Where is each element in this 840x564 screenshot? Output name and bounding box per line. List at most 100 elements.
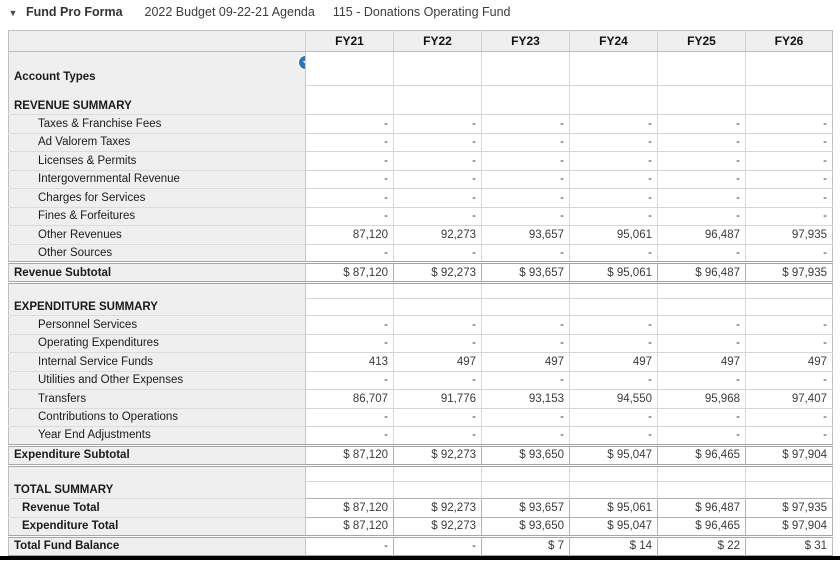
value-cell: - [745, 151, 833, 170]
value-cell: $ 93,657 [481, 497, 570, 518]
pro-forma-table-container: FY21 FY22 FY23 FY24 FY25 FY26 Account Types RE… [8, 30, 833, 558]
value-cell: - [481, 426, 570, 445]
row-label: Contributions to Operations [8, 407, 306, 427]
column-header-fy26[interactable]: FY26 [745, 30, 833, 52]
value-cell: - [305, 426, 394, 445]
value-cell [393, 51, 482, 86]
value-cell: - [393, 114, 482, 133]
table-row: Transfers 86,707 91,776 93,153 94,550 95,968 9… [8, 389, 833, 408]
value-cell: 497 [657, 352, 746, 371]
row-label: Ad Valorem Taxes [8, 132, 306, 152]
value-cell: $ 92,273 [393, 261, 482, 284]
table-row [8, 465, 833, 481]
row-label: Licenses & Permits [8, 151, 306, 170]
value-cell: - [569, 370, 658, 390]
value-cell: - [745, 407, 833, 427]
value-cell: - [569, 114, 658, 133]
value-cell [481, 282, 570, 299]
column-header-fy24[interactable]: FY24 [569, 30, 658, 52]
value-cell: - [481, 333, 570, 353]
value-cell: - [393, 243, 482, 263]
table-row: Expenditure Total $ 87,120 $ 92,273 $ 93,65… [8, 516, 833, 537]
value-cell: 86,707 [305, 389, 394, 408]
value-cell: - [745, 426, 833, 445]
table-row: Total Fund Balance - - $ 7 $ 14 $ 22 $ 31 [8, 534, 833, 558]
filter-dropdown-icon[interactable] [299, 56, 305, 69]
value-cell [745, 465, 833, 481]
value-cell: $ 87,120 [305, 516, 394, 537]
value-cell [393, 298, 482, 316]
value-cell: - [657, 407, 746, 427]
value-cell [569, 298, 658, 316]
row-label: Other Sources [8, 243, 306, 263]
value-cell: 497 [569, 352, 658, 371]
value-cell: - [569, 169, 658, 189]
column-header-fy23[interactable]: FY23 [481, 30, 570, 52]
row-label: Year End Adjustments [8, 426, 306, 445]
value-cell: 95,061 [569, 225, 658, 244]
value-cell: - [393, 407, 482, 427]
row-label: Taxes & Franchise Fees [8, 114, 306, 133]
value-cell [305, 51, 394, 86]
value-cell [305, 480, 394, 498]
value-cell: - [481, 169, 570, 189]
value-cell [657, 298, 746, 316]
pro-forma-table: FY21 FY22 FY23 FY24 FY25 FY26 Account Types RE… [8, 30, 833, 558]
value-cell: - [481, 370, 570, 390]
value-cell: - [745, 243, 833, 263]
value-cell: - [305, 407, 394, 427]
value-cell [393, 465, 482, 481]
value-cell: - [569, 315, 658, 334]
collapse-caret-icon[interactable]: ▼ [8, 7, 18, 18]
column-header-fy22[interactable]: FY22 [393, 30, 482, 52]
value-cell: $ 97,904 [745, 443, 833, 467]
value-cell: - [569, 206, 658, 226]
value-cell: - [305, 206, 394, 226]
value-cell: - [393, 370, 482, 390]
row-label: Personnel Services [8, 315, 306, 334]
value-cell: - [657, 315, 746, 334]
value-cell: - [745, 333, 833, 353]
value-cell: $ 95,061 [569, 261, 658, 284]
table-row: Charges for Services - - - - - - [8, 188, 833, 207]
table-row: TOTAL SUMMARY [8, 480, 833, 498]
value-cell: - [305, 243, 394, 263]
row-label: Revenue Total [8, 497, 306, 517]
row-label: Fines & Forfeitures [8, 206, 306, 226]
row-label: TOTAL SUMMARY [8, 481, 306, 498]
value-cell: - [657, 370, 746, 390]
table-row: EXPENDITURE SUMMARY [8, 298, 833, 316]
value-cell: - [305, 114, 394, 133]
value-cell [745, 282, 833, 299]
value-cell: - [657, 114, 746, 133]
column-header-fy25[interactable]: FY25 [657, 30, 746, 52]
row-label: Utilities and Other Expenses [8, 370, 306, 390]
value-cell [569, 480, 658, 498]
chevron-down-icon [302, 61, 305, 65]
row-label: REVENUE SUMMARY [8, 85, 306, 115]
value-cell: - [657, 188, 746, 207]
value-cell: $ 87,120 [305, 261, 394, 284]
value-cell: $ 22 [657, 534, 746, 558]
value-cell: - [569, 426, 658, 445]
row-label: Transfers [8, 389, 306, 408]
table-row: REVENUE SUMMARY [8, 85, 833, 115]
value-cell: - [393, 534, 482, 558]
value-cell [569, 465, 658, 481]
column-header-fy21[interactable]: FY21 [305, 30, 394, 52]
value-cell [305, 298, 394, 316]
value-cell: - [393, 315, 482, 334]
value-cell: - [393, 169, 482, 189]
value-cell: - [393, 132, 482, 152]
table-row: Intergovernmental Revenue - - - - - - [8, 169, 833, 189]
value-cell: 92,273 [393, 225, 482, 244]
value-cell: 95,968 [657, 389, 746, 408]
value-cell: - [657, 333, 746, 353]
table-row: Personnel Services - - - - - - [8, 315, 833, 334]
table-row: Operating Expenditures - - - - - - [8, 333, 833, 353]
column-header-row: FY21 FY22 FY23 FY24 FY25 FY26 [8, 30, 833, 52]
value-cell: $ 96,487 [657, 497, 746, 518]
table-row: Expenditure Subtotal $ 87,120 $ 92,273 $ 93… [8, 443, 833, 467]
value-cell: - [657, 206, 746, 226]
value-cell: $ 97,935 [745, 261, 833, 284]
